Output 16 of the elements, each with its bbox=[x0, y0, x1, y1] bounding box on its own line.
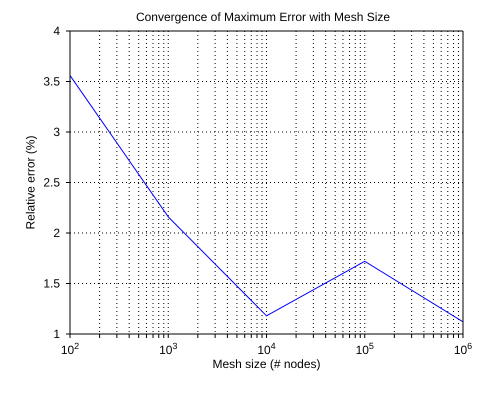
y-tick-label: 1.5 bbox=[43, 276, 60, 290]
x-axis-title: Mesh size (# nodes) bbox=[212, 357, 321, 371]
y-tick-label: 4 bbox=[53, 24, 60, 38]
x-tick-label: 10$^{2}$ bbox=[60, 341, 80, 357]
line-series bbox=[70, 74, 463, 322]
y-tick-label: 1 bbox=[53, 327, 60, 341]
x-tick-label: 10$^{6}$ bbox=[454, 341, 472, 357]
x-tick-label: 10$^{3}$ bbox=[159, 341, 178, 357]
y-tick-label: 3.5 bbox=[43, 74, 60, 88]
x-tick-label: 10$^{4}$ bbox=[257, 341, 276, 357]
y-tick-label: 3 bbox=[53, 125, 60, 139]
chart-title: Convergence of Maximum Error with Mesh Size bbox=[136, 10, 390, 24]
y-axis-title: Relative error (%) bbox=[23, 135, 38, 230]
y-tick-label: 2.5 bbox=[43, 176, 60, 190]
x-tick-label: 10$^{5}$ bbox=[356, 341, 374, 357]
y-tick-label: 2 bbox=[53, 226, 60, 240]
